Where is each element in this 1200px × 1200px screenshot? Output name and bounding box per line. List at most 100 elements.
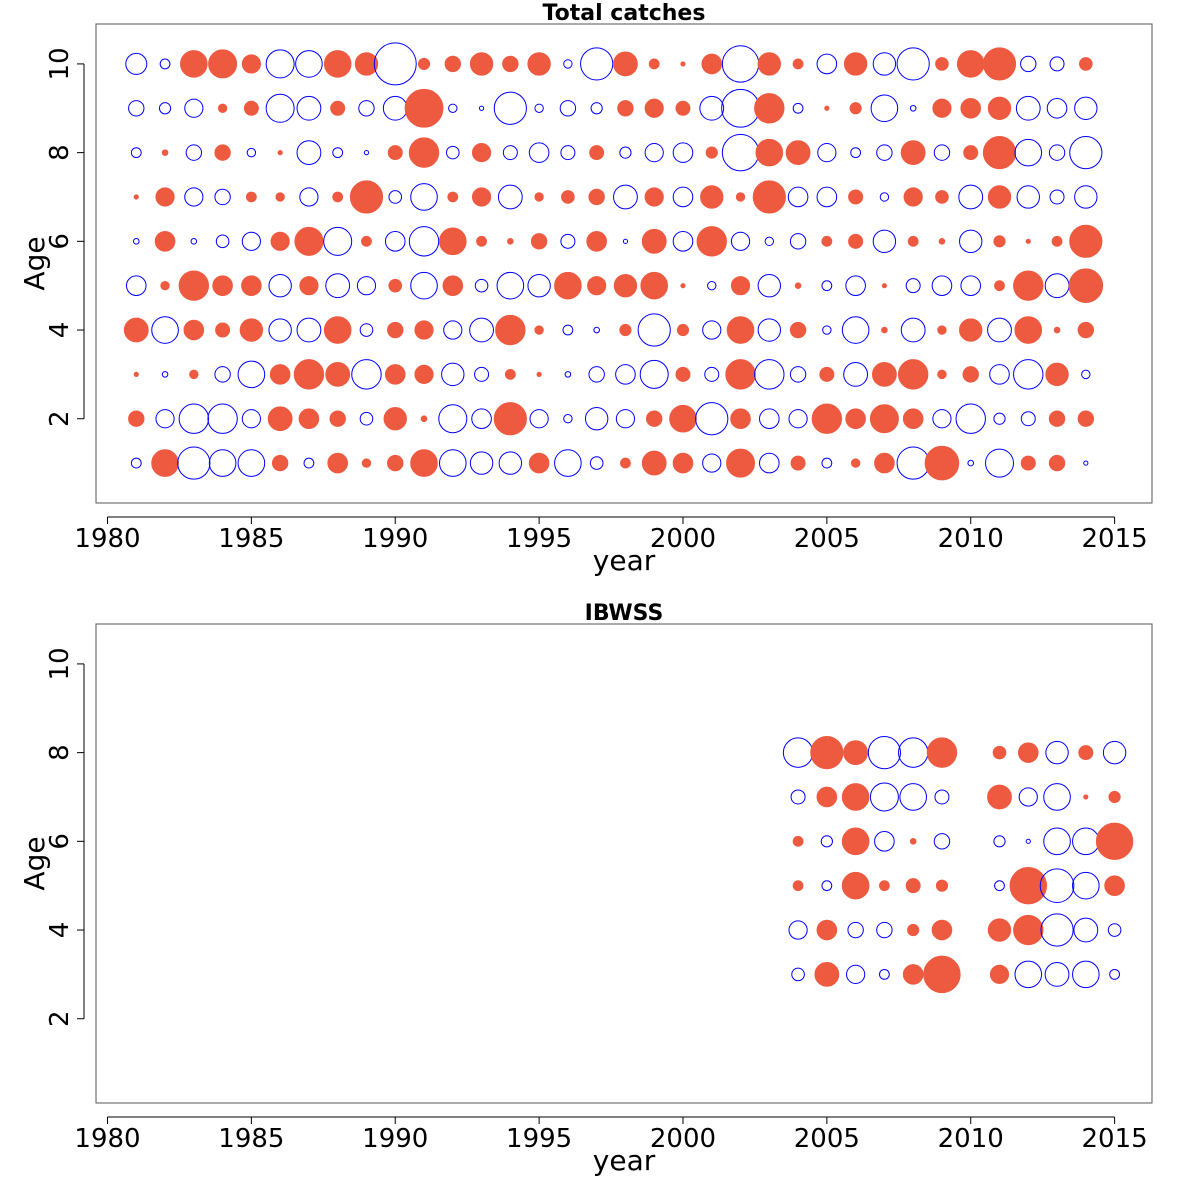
bubble [177, 446, 211, 480]
bubble [933, 833, 951, 850]
bubble [959, 318, 983, 342]
bubble [757, 52, 782, 76]
bubble [675, 366, 691, 382]
bubble [214, 366, 231, 383]
bubble [1109, 968, 1120, 980]
bubble [1044, 961, 1070, 987]
bubble [267, 406, 293, 432]
bubble [791, 967, 805, 982]
bubble [528, 142, 550, 163]
bubble [672, 186, 694, 208]
bubble [721, 133, 760, 172]
bubble [845, 408, 866, 430]
bubble [680, 283, 686, 289]
bubble [735, 192, 746, 202]
bubble [785, 140, 811, 166]
bubble [931, 919, 953, 941]
bubble [559, 100, 577, 117]
bubble [1069, 224, 1103, 258]
bubble [792, 880, 804, 892]
bubble [296, 140, 322, 166]
bubble [1072, 960, 1100, 989]
bubble [215, 322, 231, 338]
bubble [987, 185, 1012, 209]
bubble [325, 273, 351, 299]
bubble [1020, 411, 1036, 427]
bubble [755, 138, 784, 167]
bubble [1104, 875, 1125, 896]
bubble [241, 231, 261, 251]
bubble [444, 55, 461, 73]
bubble [295, 50, 323, 78]
bubble [814, 961, 840, 987]
bubble [869, 782, 899, 812]
y-tick-label: 10 [45, 47, 75, 80]
bubble [870, 94, 899, 123]
bubble [897, 737, 929, 768]
x-tick-label: 2010 [938, 1124, 1004, 1154]
bubble [841, 871, 870, 900]
bubble [354, 52, 379, 76]
bubble [824, 105, 830, 111]
bubble [924, 445, 960, 481]
bubble [644, 187, 664, 207]
bubble [189, 369, 199, 380]
bubble [584, 407, 609, 431]
bubble [414, 320, 434, 340]
bubble [351, 359, 382, 390]
bubble [356, 276, 377, 296]
bubble [843, 361, 869, 387]
bubble [471, 408, 492, 430]
bubble [476, 235, 487, 247]
x-tick-label: 2000 [650, 1124, 716, 1154]
bubble [1013, 270, 1044, 301]
bubble [564, 371, 572, 378]
bubble [497, 184, 523, 210]
bubble [294, 226, 324, 256]
bubble [907, 235, 919, 247]
bubble [1044, 273, 1070, 299]
x-tick-label: 1990 [362, 1124, 428, 1154]
bubble [180, 50, 208, 78]
bubble [962, 366, 979, 383]
bubble [935, 879, 949, 892]
bubble [1068, 268, 1104, 303]
bubble [848, 233, 864, 249]
bubble [1014, 960, 1043, 989]
bubble [705, 146, 718, 159]
bubble [989, 364, 1010, 385]
bubble [184, 98, 204, 118]
bubble [1014, 138, 1043, 167]
bubble [730, 231, 751, 251]
bubble [269, 364, 291, 385]
bubble [935, 190, 949, 204]
bubble [932, 409, 952, 429]
bubble [132, 238, 140, 245]
bubble [1020, 455, 1036, 471]
bubble [725, 359, 756, 390]
bubble [359, 323, 374, 337]
bubble [265, 93, 295, 123]
bubble [443, 320, 463, 340]
bubble [185, 144, 203, 161]
bubble [207, 403, 238, 434]
bubble [992, 745, 1007, 760]
bubble [899, 783, 927, 811]
bubble [788, 920, 808, 940]
bubble [764, 236, 775, 247]
bubble [900, 317, 926, 343]
bubble [900, 140, 926, 166]
bubble [130, 147, 142, 159]
bubble [1072, 827, 1100, 856]
bubble [672, 452, 694, 474]
bubble [303, 457, 315, 469]
bubble [507, 238, 514, 245]
bubble [935, 57, 949, 71]
bubble [363, 150, 370, 156]
bubble [754, 93, 785, 124]
bubble [926, 737, 958, 768]
bubble [846, 964, 866, 984]
x-axis-label: year [593, 544, 656, 577]
bubble [1078, 745, 1094, 761]
